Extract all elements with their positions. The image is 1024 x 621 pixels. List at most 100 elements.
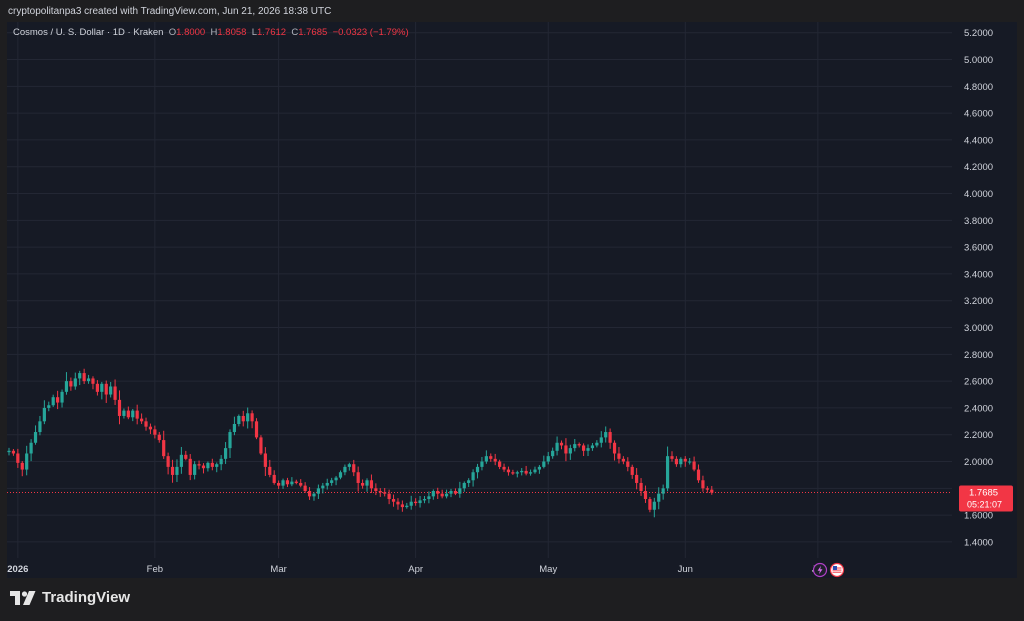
candle-body (515, 472, 519, 474)
candle-body (484, 456, 488, 462)
brand-name: TradingView (42, 589, 131, 606)
candle-body (608, 432, 612, 443)
y-tick-label: 3.8000 (964, 216, 993, 227)
candle-body (201, 465, 206, 469)
candle-body (630, 466, 634, 475)
chart-credit: cryptopolitanpa3 created with TradingVie… (8, 6, 332, 17)
candle-body (643, 491, 648, 500)
x-tick-label: Feb (147, 564, 163, 575)
price-change: −0.0323 (−1.79%) (332, 27, 409, 38)
candle-body (51, 397, 55, 406)
candle-body (493, 458, 497, 462)
candle-body (78, 373, 82, 379)
candle-body (710, 489, 714, 493)
candle-body (546, 456, 550, 462)
candle-body (626, 461, 630, 467)
tradingview-logo[interactable]: TradingView (10, 589, 130, 606)
candle-body (162, 440, 166, 457)
close-label: C (291, 27, 299, 38)
candle-body (277, 482, 281, 486)
candle-body (369, 480, 374, 489)
candle-body (56, 397, 60, 403)
candle-body (122, 410, 126, 416)
y-tick-label: 3.6000 (964, 243, 993, 254)
candle-body (131, 410, 135, 418)
candle-body (188, 458, 192, 475)
candle-body (696, 469, 701, 481)
candle-body (210, 462, 214, 467)
candle-body (272, 474, 276, 483)
us-flag-icon[interactable] (829, 562, 845, 578)
candle-body (595, 442, 599, 446)
candle-body (259, 437, 263, 454)
candle-body (453, 491, 458, 494)
candle-body (542, 461, 546, 467)
candle-body (86, 378, 91, 382)
candle-body (325, 482, 329, 486)
x-tick-label: May (539, 564, 557, 575)
candle-body (223, 448, 228, 459)
candle-body (551, 450, 555, 457)
candle-body (228, 432, 232, 449)
candle-body (511, 472, 515, 474)
chart-area[interactable]: 1.4000 1.6000 1.8000 2.0000 2.2000 2.4000 2.60… (7, 22, 1017, 578)
candle-body (100, 383, 104, 392)
candle-body (431, 491, 435, 497)
candle-body (444, 493, 449, 497)
y-tick-label: 4.6000 (964, 109, 993, 120)
candle-body (582, 445, 586, 451)
candle-body (148, 426, 153, 430)
price-axis[interactable]: 1.40001.60001.80002.00002.20002.40002.60… (964, 28, 993, 548)
y-tick-label: 1.6000 (964, 511, 993, 522)
candle-body (219, 458, 223, 465)
candle-body (405, 505, 409, 508)
candle-body (400, 504, 404, 508)
candle-body (307, 491, 312, 497)
time-axis[interactable]: 2026FebMarAprMayJunJul (7, 564, 824, 575)
price-tag-value: 1.7685 (969, 488, 998, 499)
y-tick-label: 4.2000 (964, 162, 993, 173)
lightning-icon[interactable] (812, 562, 828, 578)
y-tick-label: 1.4000 (964, 537, 993, 548)
candle-body (559, 442, 564, 446)
candlestick-chart[interactable]: 1.4000 1.6000 1.8000 2.0000 2.2000 2.4000 2.60… (7, 22, 1017, 578)
candle-body (303, 485, 307, 491)
candle-body (383, 492, 387, 494)
y-tick-label: 5.0000 (964, 55, 993, 66)
candle-body (170, 466, 175, 475)
candle-body (462, 482, 466, 489)
candle-body (352, 464, 356, 473)
candle-body (215, 464, 219, 467)
candle-body (197, 464, 201, 466)
candle-body (427, 496, 431, 500)
candle-body (338, 472, 343, 478)
x-tick-label: 2026 (7, 564, 28, 575)
candle-body (175, 466, 179, 475)
candle-body (635, 474, 639, 483)
candle-body (356, 472, 360, 483)
candle-body (254, 421, 259, 438)
candle-body (506, 469, 511, 473)
candle-body (316, 488, 320, 494)
symbol-name: Cosmos / U. S. Dollar · 1D · Kraken (13, 27, 164, 38)
low-value: 1.7612 (257, 27, 287, 38)
candle-body (520, 470, 524, 473)
candle-body (471, 472, 475, 481)
candle-body (69, 381, 73, 387)
candle-body (263, 453, 267, 467)
tradingview-logo-icon (10, 590, 36, 605)
candle-body (109, 386, 113, 395)
symbol-legend: Cosmos / U. S. Dollar · 1D · Kraken O1.8… (13, 27, 409, 38)
candle-body (365, 480, 369, 486)
candle-body (126, 410, 130, 418)
open-value: 1.8000 (176, 27, 206, 38)
high-label: H (210, 27, 218, 38)
last-price-tag: 1.7685 05:21:07 (959, 485, 1013, 512)
candle-body (299, 482, 303, 486)
candle-body (555, 442, 559, 451)
candle-body (440, 493, 444, 497)
y-tick-label: 2.8000 (964, 350, 993, 361)
candle-body (436, 491, 440, 494)
y-tick-label: 2.2000 (964, 430, 993, 441)
candle-body (135, 410, 139, 419)
